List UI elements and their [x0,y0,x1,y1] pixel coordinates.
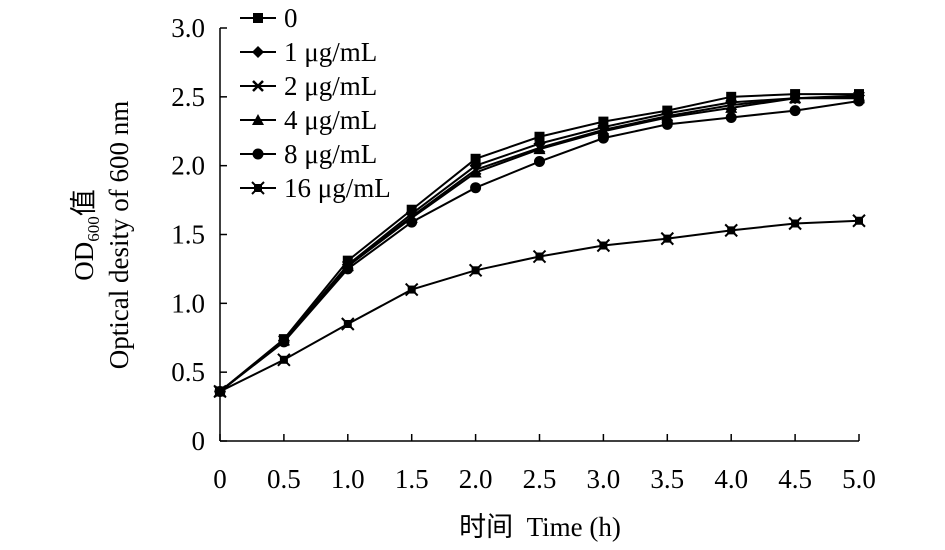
circle-marker [661,118,673,130]
series-4 [214,95,865,397]
legend-item: 16 μg/mL [240,173,391,203]
triangle-marker [252,114,264,125]
circle-marker [597,132,609,144]
y-tick-label: 3.0 [171,13,205,43]
boxcross-marker [660,231,675,246]
boxcross-marker [341,317,355,331]
legend-item: 0 [240,3,298,33]
y-axis-label-line2: Optical desity of 600 nm [104,101,134,369]
y-axis-label-line1: OD600值 [69,189,103,281]
x-axis-label: 时间 Time (h) [459,512,621,542]
boxcross-x [277,353,291,367]
circle-marker [725,111,737,123]
legend-label: 8 μg/mL [284,139,377,169]
legend-label: 1 μg/mL [284,37,377,67]
x-tick-label: 0.5 [267,464,301,494]
boxcross-x [213,384,227,399]
triangle-marker [661,111,674,123]
legend-label: 0 [284,3,298,33]
triangle-marker [789,92,802,104]
circle-marker [342,263,354,275]
diamond-marker [252,46,264,58]
triangle-marker [469,166,482,178]
boxcross-x [596,238,611,253]
y-axis-label-sub: 600 [84,216,103,242]
legend-item: 8 μg/mL [240,139,377,169]
triangle-marker [725,101,738,113]
boxcross-x [251,181,265,195]
circle-marker [278,336,290,348]
boxcross-marker [724,223,738,238]
y-tick-label: 1.0 [171,288,205,318]
boxcross-marker [532,249,547,264]
square-marker [534,131,545,142]
legend-label: 2 μg/mL [284,71,377,101]
series-0 [215,89,864,397]
boxcross-marker [404,282,419,297]
triangle-marker [533,143,546,155]
x-tick-label: 4.0 [714,464,748,494]
x-tick-label: 2.0 [459,464,493,494]
series-5 [213,214,866,399]
boxcross-x [852,214,866,228]
circle-marker [789,105,801,117]
y-tick-label: 0 [192,426,206,456]
cross-marker [252,80,264,92]
y-tick-label: 2.5 [171,82,205,112]
boxcross-marker [213,384,227,399]
boxcross-marker [277,353,291,367]
x-tick-label: 3.0 [587,464,621,494]
legend-label: 4 μg/mL [284,105,377,135]
boxcross-x [660,231,675,246]
y-axis-label-od: OD [69,242,99,281]
x-tick-label: 0 [213,464,227,494]
x-tick-label: 5.0 [842,464,876,494]
legend-item: 4 μg/mL [240,105,377,135]
legend: 0 1 μg/mL 2 μg/mL 4 μg/mL 8 μg/mL 16 μg/mL [240,3,391,203]
x-tick-label: 4.5 [778,464,812,494]
x-tick-label: 1.5 [395,464,429,494]
circle-marker [470,182,482,194]
legend-label: 16 μg/mL [284,173,391,203]
series-group [213,89,866,399]
boxcross-x [404,282,419,297]
boxcross-marker [788,216,802,231]
boxcross-x [341,317,355,331]
circle-marker [252,148,264,160]
y-tick-label: 1.5 [171,220,205,250]
x-tick-label: 1.0 [331,464,365,494]
triangle-marker [597,125,610,137]
y-tick-label: 2.0 [171,151,205,181]
square-marker [470,153,481,164]
boxcross-x [724,223,738,238]
boxcross-marker [596,238,611,253]
boxcross-x [788,216,802,231]
x-tick-label: 2.5 [523,464,557,494]
boxcross-x [468,263,483,278]
circle-marker [853,95,865,107]
legend-item: 1 μg/mL [240,37,377,67]
boxcross-marker [251,181,265,195]
y-tick-label: 0.5 [171,357,205,387]
square-marker [253,13,263,23]
y-axis-label-suffix: 值 [69,189,99,216]
axes: 0 0.5 1.0 1.5 2.0 2.5 3.0 0 0.5 1.0 1.5 2.0 2.5 3.0 3.… [171,13,876,494]
x-tick-label: 3.5 [650,464,684,494]
legend-item: 2 μg/mL [240,71,377,101]
boxcross-marker [852,214,866,228]
boxcross-x [532,249,547,264]
circle-marker [406,216,418,228]
circle-marker [534,156,545,168]
boxcross-marker [468,263,483,278]
